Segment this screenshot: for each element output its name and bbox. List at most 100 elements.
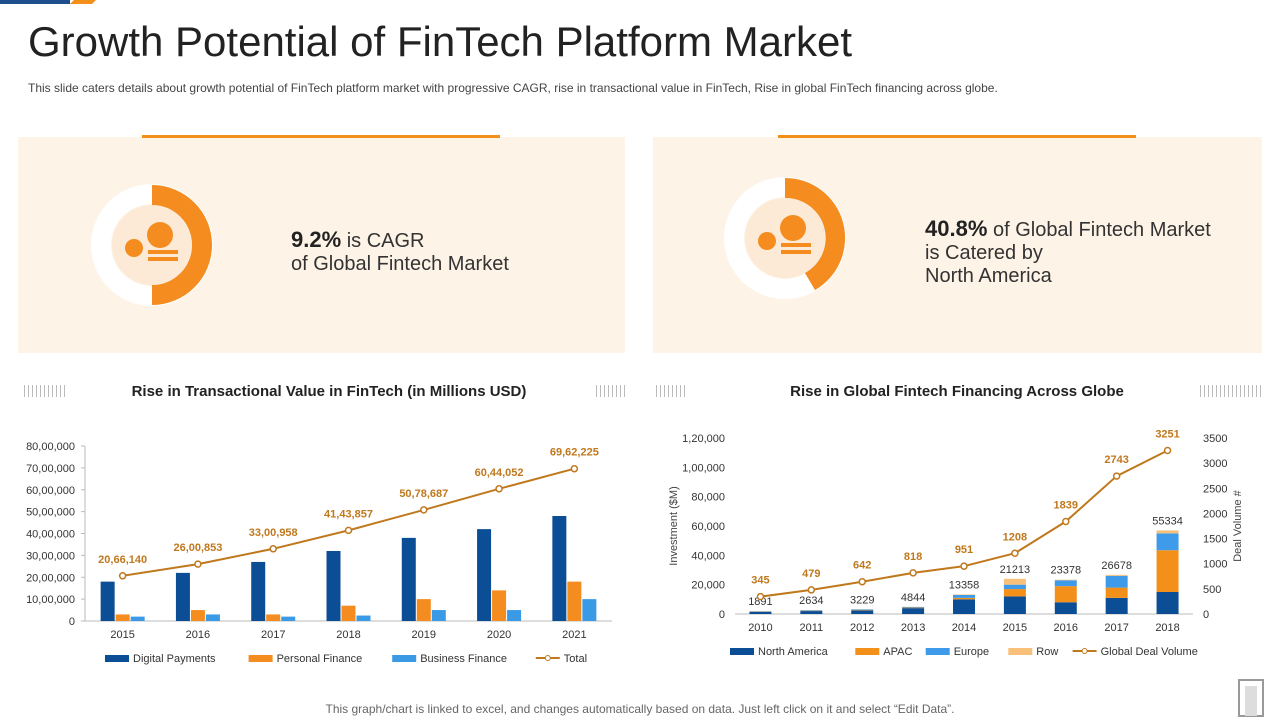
- total-label: 1891: [748, 596, 772, 608]
- line-point: [1062, 517, 1070, 526]
- bar-segment: [953, 597, 975, 600]
- bar-segment: [1105, 574, 1128, 576]
- kpi-line: of Global Fintech Market: [291, 253, 509, 275]
- total-label: 23378: [1050, 565, 1081, 577]
- total-label: 26678: [1101, 560, 1132, 572]
- y-tick-label: 0: [719, 609, 725, 621]
- legend-swatch: [730, 648, 754, 655]
- line-point: [807, 586, 816, 594]
- y-tick-label: 80,00,000: [26, 441, 75, 453]
- corner-accent: [0, 0, 96, 4]
- line-point: [420, 506, 428, 514]
- legend-swatch: [248, 655, 273, 662]
- y2-tick-label: 500: [1203, 584, 1221, 596]
- legend-label: APAC: [883, 646, 912, 658]
- decor: [594, 385, 626, 397]
- kpi-line: North America: [925, 265, 1052, 287]
- y-tick-label: 20,000: [691, 580, 725, 592]
- data-label: 818: [904, 551, 922, 563]
- x-tick-label: 2015: [1003, 622, 1027, 634]
- data-label: 60,44,052: [475, 467, 524, 479]
- bar: [341, 605, 356, 621]
- bar-segment: [953, 594, 975, 595]
- x-tick-label: 2020: [487, 629, 511, 641]
- kpi-value: 9.2%: [291, 227, 342, 252]
- total-label: 3229: [850, 594, 874, 606]
- data-label: 345: [751, 575, 769, 587]
- bar-segment: [902, 606, 925, 608]
- y-tick-label: 70,00,000: [26, 463, 75, 475]
- bar-segment: [1156, 533, 1179, 551]
- legend-point: [1081, 648, 1088, 654]
- y-tick-label: 10,00,000: [26, 594, 75, 606]
- data-label: 20,66,140: [98, 554, 147, 566]
- x-tick-label: 2018: [1155, 622, 1179, 634]
- kpi-donut: [724, 177, 846, 299]
- line-point: [1011, 549, 1019, 558]
- legend-point: [544, 655, 551, 661]
- y-tick-label: 80,000: [691, 492, 725, 504]
- bar: [266, 614, 281, 621]
- data-label: 26,00,853: [173, 542, 222, 554]
- kpi-text: 9.2% is CAGR of Global Fintech Market: [291, 228, 509, 276]
- y-tick-label: 30,00,000: [26, 550, 75, 562]
- legend-swatch: [855, 648, 880, 655]
- bar-segment: [851, 609, 874, 611]
- data-label: 479: [802, 568, 820, 580]
- line-point: [858, 577, 866, 586]
- bar: [115, 614, 130, 621]
- legend-swatch: [1008, 648, 1033, 655]
- y-axis-label: Investment ($M): [668, 486, 680, 565]
- data-label: 50,78,687: [399, 488, 448, 500]
- slide-title: Growth Potential of FinTech Platform Mar…: [28, 18, 852, 65]
- line-point: [756, 592, 765, 601]
- y-tick-label: 0: [69, 616, 75, 628]
- bar-segment: [1054, 579, 1077, 581]
- bar: [401, 537, 416, 621]
- bar: [552, 516, 567, 621]
- panel-accent: [778, 135, 1136, 138]
- y2-tick-label: 3500: [1203, 433, 1227, 445]
- data-label: 41,43,857: [324, 508, 373, 520]
- bar-segment: [1003, 578, 1026, 585]
- y-tick-label: 40,000: [691, 550, 725, 562]
- bar-segment: [953, 594, 975, 598]
- legend-label: Europe: [954, 646, 989, 658]
- chart-title: Rise in Transactional Value in FinTech (…: [132, 383, 527, 400]
- y2-tick-label: 2500: [1203, 483, 1227, 495]
- x-tick-label: 2018: [336, 629, 360, 641]
- line-point: [570, 464, 579, 473]
- legend-label: Digital Payments: [133, 653, 216, 665]
- bar: [190, 610, 205, 621]
- total-label: 55334: [1152, 515, 1183, 527]
- bar: [416, 599, 431, 621]
- bar-segment: [1156, 530, 1179, 534]
- legend-swatch: [925, 648, 950, 655]
- legend-label: Global Deal Volume: [1101, 646, 1198, 658]
- total-label: 13358: [949, 579, 980, 591]
- bar-segment: [1156, 592, 1179, 614]
- line-point: [495, 485, 503, 493]
- legend-swatch: [392, 655, 417, 662]
- total-label: 4844: [901, 592, 925, 604]
- y-tick-label: 50,00,000: [26, 507, 75, 519]
- panel-accent: [142, 135, 500, 138]
- bar-segment: [1003, 584, 1026, 590]
- x-tick-label: 2015: [110, 629, 134, 641]
- decor: [22, 385, 68, 397]
- data-label: 951: [955, 544, 973, 556]
- bar-segment: [902, 608, 925, 614]
- bar: [100, 581, 115, 621]
- y-tick-label: 20,00,000: [26, 572, 75, 584]
- line-point: [194, 560, 202, 568]
- total-label: 2634: [799, 595, 823, 607]
- data-label: 642: [853, 560, 871, 572]
- kpi-line: of Global Fintech Market: [992, 219, 1211, 241]
- bar: [251, 561, 266, 621]
- legend-label: North America: [758, 646, 829, 658]
- y2-tick-label: 1500: [1203, 534, 1227, 546]
- legend-label: Personal Finance: [277, 653, 363, 665]
- bar: [507, 610, 522, 621]
- bar: [431, 610, 446, 621]
- x-tick-label: 2014: [952, 622, 976, 634]
